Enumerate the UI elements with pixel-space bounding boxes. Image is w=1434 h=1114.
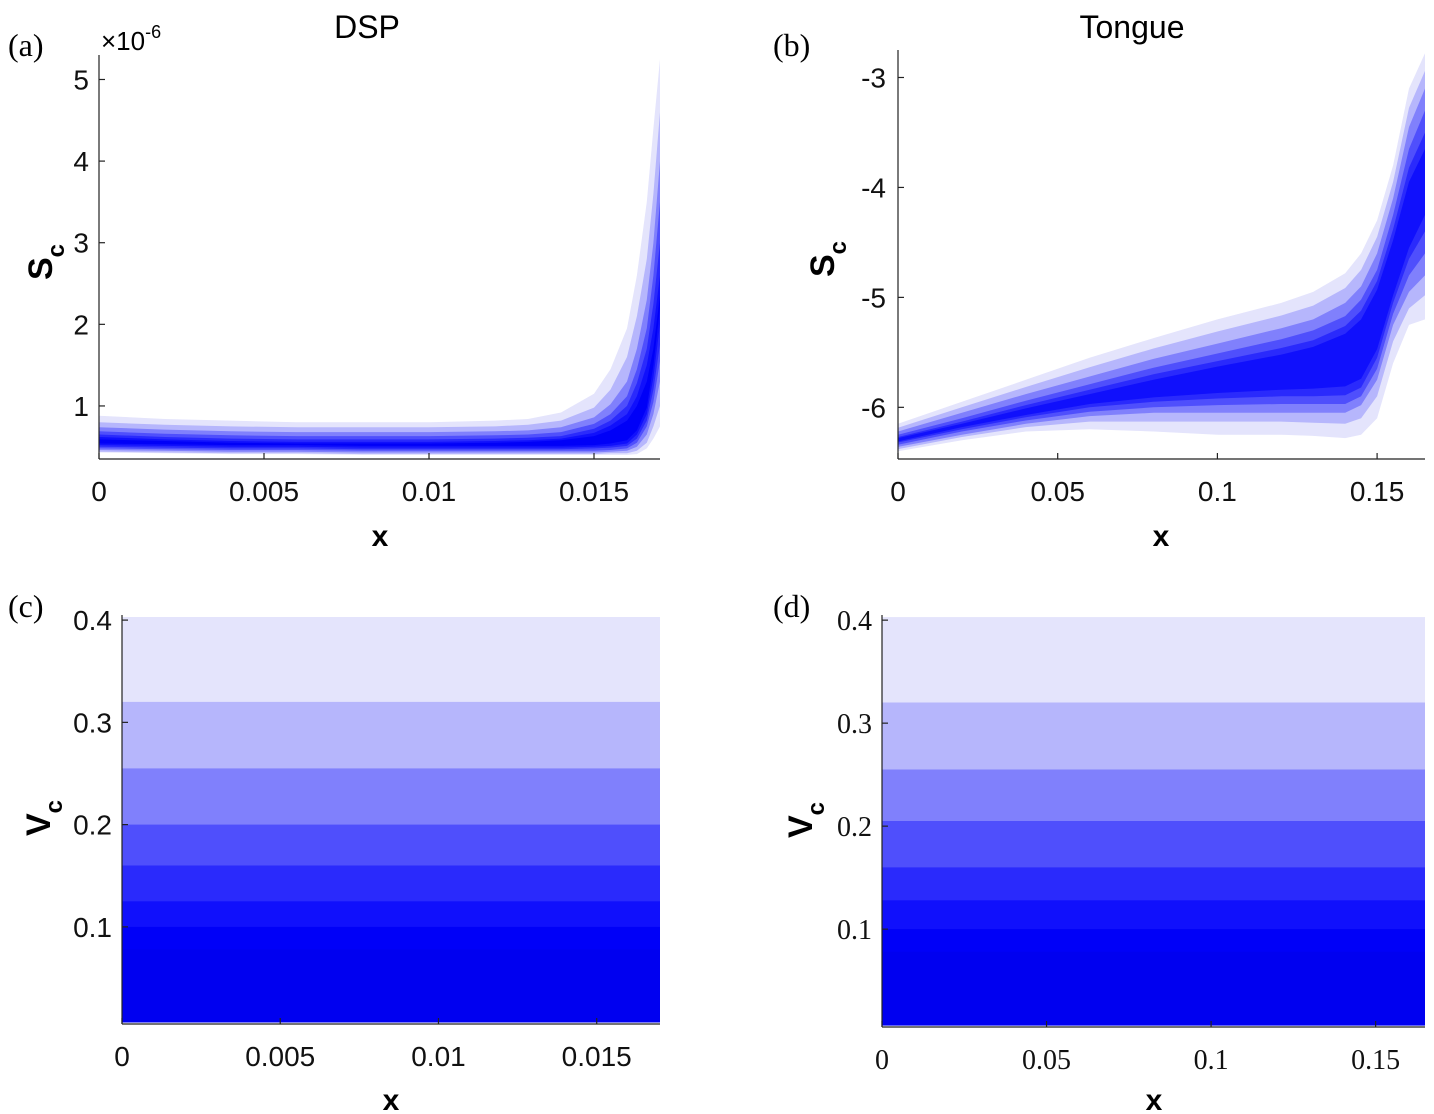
- panel-b: (b) Tongue 0 0.05 0.1 0.15 -6 -5 -4 -3 x Sc: [773, 9, 1425, 553]
- x-tick-label: 0.015: [562, 1041, 632, 1072]
- x-tick-label: 0.015: [559, 476, 629, 507]
- y-tick-label: 3: [73, 228, 89, 259]
- y-tick-label: 5: [73, 64, 89, 95]
- x-tick-label: 0.005: [229, 476, 299, 507]
- band-8: [122, 967, 660, 984]
- panel-d: (d) 0 0.05 0.1 0.15 0.1 0.2 0.3 0.4 x Vc: [773, 588, 1425, 1114]
- panel-c: (c) 0 0.005 0.01 0.015 0.1 0.2 0.3 0.4 x Vc: [8, 588, 660, 1114]
- ylabel-c: Vc: [20, 800, 68, 836]
- y-tick-label: 0.3: [73, 707, 112, 738]
- band-12: [882, 1019, 1425, 1026]
- band-0: [99, 59, 660, 455]
- panel-label-d: (d): [773, 588, 810, 624]
- y-tick-label: -4: [861, 172, 886, 203]
- bands-a: [99, 59, 660, 455]
- band-12: [122, 1016, 660, 1023]
- bands-d: [882, 617, 1425, 1026]
- y-exponent-a: ×10-6: [101, 22, 161, 56]
- ylabel-d: Vc: [782, 802, 830, 838]
- band-1: [122, 701, 660, 769]
- x-tick-label: 0.005: [245, 1041, 315, 1072]
- y-tick-label: 0.2: [837, 812, 872, 843]
- x-tick-label: 0: [875, 1045, 889, 1076]
- bands-c: [122, 617, 660, 1023]
- axes-d: 0 0.05 0.1 0.15 0.1 0.2 0.3 0.4: [837, 606, 1425, 1076]
- x-tick-label: 0.01: [402, 476, 457, 507]
- ylabel-a: Sc: [22, 244, 70, 280]
- x-tick-label: 0: [114, 1041, 130, 1072]
- xlabel-a: x: [372, 520, 389, 553]
- bands-b: [898, 53, 1425, 452]
- x-tick-label: 0.01: [411, 1041, 466, 1072]
- band-7: [122, 949, 660, 969]
- y-tick-label: 0.1: [837, 915, 872, 946]
- x-tick-label: 0: [91, 476, 107, 507]
- band-2: [882, 769, 1425, 822]
- y-tick-label: 2: [73, 309, 89, 340]
- band-11: [122, 1008, 660, 1018]
- panel-label-c: (c): [8, 588, 44, 624]
- xlabel-b: x: [1153, 520, 1170, 553]
- band-8: [882, 970, 1425, 987]
- band-5: [882, 900, 1425, 930]
- x-tick-label: 0.05: [1022, 1045, 1071, 1076]
- axes-b: 0 0.05 0.1 0.15 -6 -5 -4 -3: [861, 50, 1425, 507]
- x-tick-label: 0.1: [1198, 476, 1237, 507]
- band-3: [122, 824, 660, 867]
- band-4: [882, 867, 1425, 901]
- x-tick-label: 0.15: [1350, 476, 1405, 507]
- band-3: [882, 821, 1425, 868]
- band-2: [122, 768, 660, 826]
- xlabel-d: x: [1146, 1084, 1163, 1114]
- band-11: [882, 1011, 1425, 1021]
- band-0: [122, 617, 660, 703]
- band-9: [122, 983, 660, 997]
- y-tick-label: -5: [861, 282, 886, 313]
- band-5: [898, 149, 1425, 442]
- band-1: [99, 112, 660, 455]
- y-tick-label: -3: [861, 62, 886, 93]
- y-tick-label: 4: [73, 146, 89, 177]
- title-b: Tongue: [1080, 9, 1185, 45]
- band-1: [882, 702, 1425, 771]
- y-tick-label: 0.4: [837, 606, 872, 637]
- y-tick-label: 0.3: [837, 709, 872, 740]
- x-tick-label: 0.05: [1030, 476, 1085, 507]
- title-a: DSP: [334, 9, 400, 45]
- band-0: [882, 617, 1425, 704]
- band-4: [122, 865, 660, 902]
- band-5: [99, 275, 660, 448]
- axes-a: 0 0.005 0.01 0.015 1 2 3 4 5: [73, 55, 660, 507]
- axes-c: 0 0.005 0.01 0.015 0.1 0.2 0.3 0.4: [73, 605, 660, 1072]
- panel-label-a: (a): [8, 27, 44, 63]
- y-tick-label: 0.4: [73, 605, 112, 636]
- band-10: [882, 999, 1425, 1013]
- x-tick-label: 0: [890, 476, 906, 507]
- band-6: [122, 926, 660, 950]
- ylabel-b: Sc: [804, 241, 852, 277]
- y-tick-label: 1: [73, 391, 89, 422]
- band-5: [122, 901, 660, 928]
- band-6: [882, 929, 1425, 953]
- band-9: [882, 985, 1425, 1000]
- x-tick-label: 0.15: [1351, 1045, 1400, 1076]
- panel-label-b: (b): [773, 27, 810, 63]
- band-7: [882, 951, 1425, 971]
- band-10: [122, 996, 660, 1010]
- y-tick-label: 0.1: [73, 912, 112, 943]
- y-tick-label: -6: [861, 392, 886, 423]
- panel-a: (a) DSP ×10-6 0 0.005 0.01 0.015 1 2 3 4 5 x Sc: [8, 9, 660, 553]
- y-tick-label: 0.2: [73, 810, 112, 841]
- x-tick-label: 0.1: [1194, 1045, 1229, 1076]
- xlabel-c: x: [383, 1084, 400, 1114]
